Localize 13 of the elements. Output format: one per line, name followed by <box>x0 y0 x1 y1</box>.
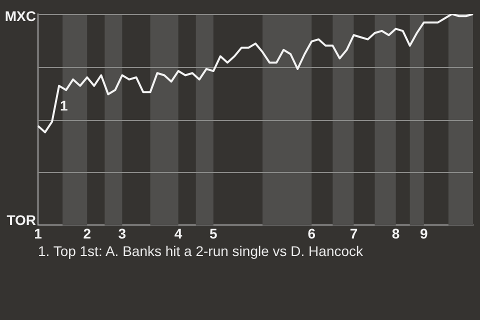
x-tick-label: 2 <box>83 225 92 242</box>
x-tick-label: 7 <box>350 225 358 242</box>
x-tick-label: 8 <box>392 225 400 242</box>
x-tick-label: 4 <box>174 225 182 242</box>
x-tick-label: 1 <box>34 225 42 242</box>
text: MXC <box>4 8 36 24</box>
x-tick-label: 9 <box>420 225 428 242</box>
text: TOR <box>6 212 36 228</box>
annotation: 1 <box>60 98 68 114</box>
x-tick-label: 6 <box>308 225 316 242</box>
text: 1. Top 1st: A. Banks hit a 2-run single vs D. Hancock <box>38 243 364 259</box>
x-tick-label: 5 <box>210 225 218 242</box>
x-tick-label: 3 <box>118 225 126 242</box>
